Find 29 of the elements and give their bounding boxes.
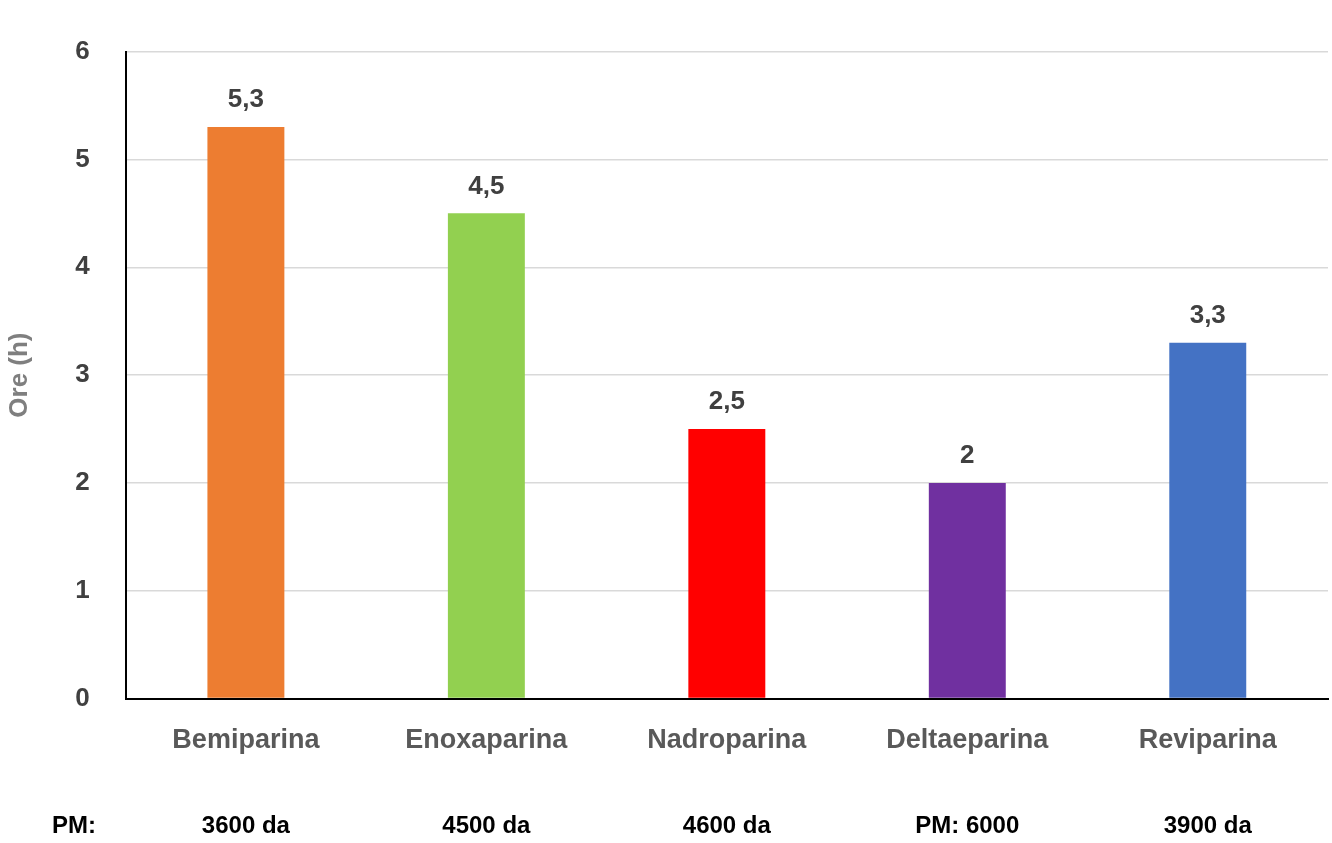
- bar: [928, 482, 1006, 698]
- text: 4500 da: [442, 810, 532, 838]
- data-label: 5,3: [227, 83, 264, 114]
- bar: [1169, 342, 1247, 698]
- x-tick-label: Enoxaparina: [405, 724, 569, 755]
- text: PM:: [52, 810, 96, 838]
- y-tick-label: 3: [75, 358, 90, 389]
- data-label: 2,5: [708, 385, 745, 416]
- y-tick-label: 4: [75, 250, 91, 281]
- x-tick-label: Reviparina: [1138, 724, 1278, 755]
- text: 3600 da: [201, 810, 291, 838]
- bar: [688, 429, 766, 698]
- data-label: 2: [960, 439, 975, 470]
- y-tick-label: 6: [75, 34, 90, 65]
- x-tick-label: Bemiparina: [172, 724, 321, 755]
- text: PM: 6000: [915, 810, 1020, 838]
- y-tick-label: 0: [75, 681, 90, 712]
- data-label: 4,5: [468, 169, 505, 200]
- bar: [447, 213, 525, 698]
- y-axis-title: Ore (h): [2, 332, 33, 418]
- text: 3900 da: [1163, 810, 1253, 838]
- y-tick-label: 1: [75, 573, 90, 604]
- x-tick-label: Deltaeparina: [886, 724, 1050, 755]
- bar: [207, 127, 285, 698]
- text: 4600 da: [682, 810, 772, 838]
- y-tick-label: 5: [75, 142, 90, 173]
- y-tick-label: 2: [75, 466, 90, 497]
- data-label: 3,3: [1189, 298, 1226, 329]
- x-tick-label: Nadroparina: [647, 724, 808, 755]
